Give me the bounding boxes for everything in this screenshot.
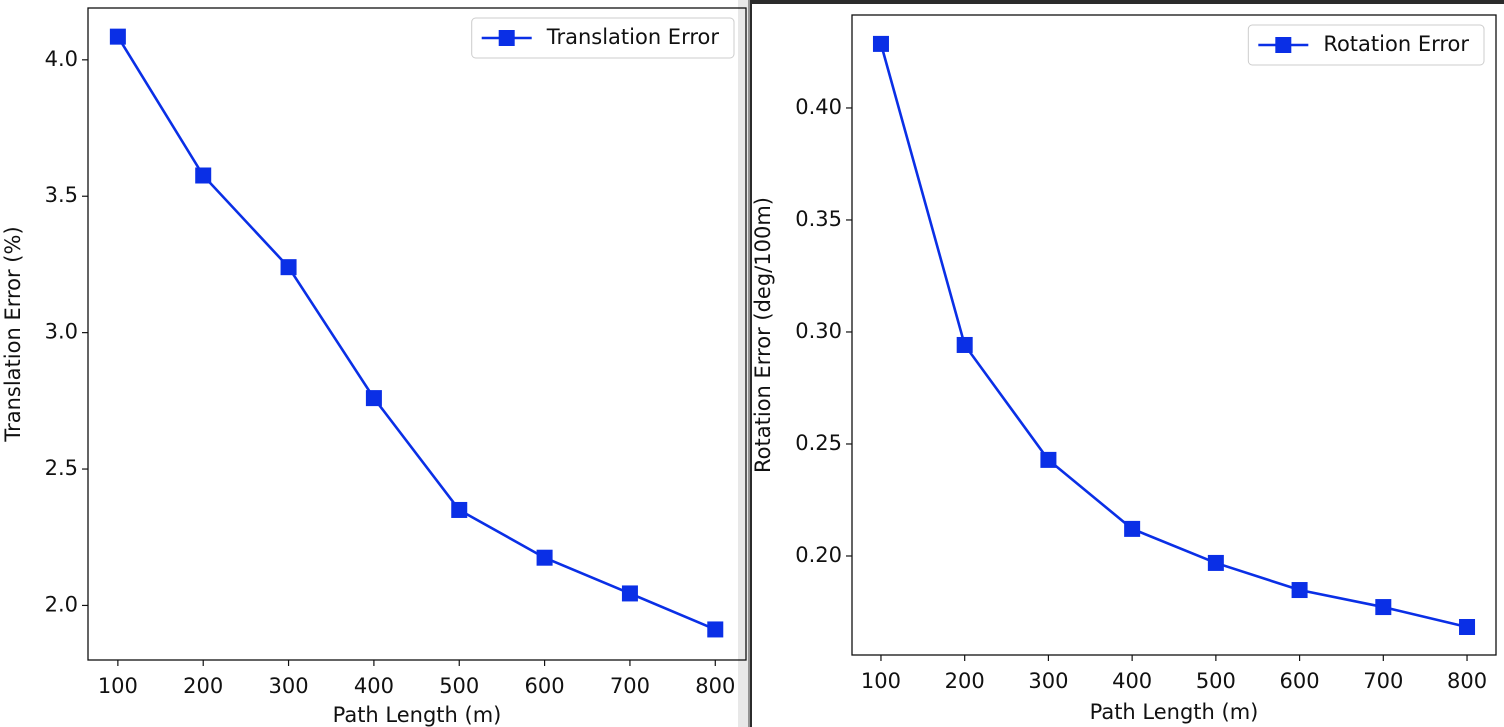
marker bbox=[1459, 618, 1476, 635]
marker bbox=[1207, 554, 1224, 571]
y-axis-label: Rotation Error (deg/100m) bbox=[751, 197, 775, 473]
marker bbox=[707, 621, 724, 638]
plot: 100 200 300 400 500 600 700 800 0.20 0.25 0.30 0.35… bbox=[751, 14, 1497, 724]
legend: Translation Error bbox=[471, 17, 735, 59]
plot-frame bbox=[851, 14, 1497, 656]
marker bbox=[109, 28, 126, 45]
window-shadow bbox=[738, 0, 750, 727]
x-tick-label: 800 bbox=[1447, 669, 1487, 693]
legend-label: Rotation Error bbox=[1323, 32, 1469, 56]
marker bbox=[365, 390, 382, 407]
y-tick-label: 0.30 bbox=[795, 319, 842, 343]
marker bbox=[280, 259, 297, 276]
x-tick-label: 200 bbox=[183, 674, 223, 698]
x-axis-label: Path Length (m) bbox=[1090, 700, 1259, 724]
y-tick-label: 0.20 bbox=[795, 543, 842, 567]
x-tick-label: 300 bbox=[1028, 669, 1068, 693]
marker bbox=[451, 501, 468, 518]
y-tick-label: 3.5 bbox=[45, 183, 78, 207]
x-tick-label: 100 bbox=[98, 674, 138, 698]
legend-marker bbox=[498, 30, 515, 46]
x-tick-label: 600 bbox=[525, 674, 565, 698]
plot: 100 200 300 400 500 600 700 800 2.0 2.5 3.0 3.5 4.0 P… bbox=[1, 7, 747, 727]
legend-marker bbox=[1275, 37, 1292, 53]
marker bbox=[1375, 599, 1392, 616]
x-tick-label: 700 bbox=[610, 674, 650, 698]
x-tick-label: 300 bbox=[269, 674, 309, 698]
marker bbox=[1124, 520, 1141, 537]
y-tick-label: 4.0 bbox=[45, 47, 78, 71]
x-tick-label: 400 bbox=[1112, 669, 1152, 693]
marker bbox=[195, 167, 212, 184]
marker bbox=[621, 585, 638, 602]
y-tick-label: 0.35 bbox=[795, 207, 842, 231]
marker bbox=[1040, 451, 1057, 468]
y-tick-label: 2.5 bbox=[45, 456, 78, 480]
x-tick-label: 100 bbox=[861, 669, 901, 693]
right-window bbox=[752, 4, 1504, 727]
marker bbox=[956, 336, 973, 353]
legend-box bbox=[471, 17, 735, 59]
series-line bbox=[116, 35, 716, 631]
y-tick-label: 3.0 bbox=[45, 320, 78, 344]
legend-box bbox=[1247, 24, 1485, 66]
y-tick-label: 0.40 bbox=[795, 95, 842, 119]
x-tick-label: 500 bbox=[1196, 669, 1236, 693]
marker bbox=[872, 35, 889, 52]
y-tick-label: 0.25 bbox=[795, 431, 842, 455]
x-tick-label: 200 bbox=[945, 669, 985, 693]
x-axis-label: Path Length (m) bbox=[333, 703, 502, 727]
marker bbox=[1291, 582, 1308, 599]
x-tick-label: 700 bbox=[1363, 669, 1403, 693]
series-line bbox=[879, 43, 1468, 629]
x-tick-label: 600 bbox=[1280, 669, 1320, 693]
legend: Rotation Error bbox=[1247, 24, 1485, 66]
y-tick-label: 2.0 bbox=[45, 592, 78, 616]
y-axis-label: Translation Error (%) bbox=[1, 226, 25, 442]
x-tick-label: 800 bbox=[695, 674, 735, 698]
x-tick-label: 400 bbox=[354, 674, 394, 698]
plot-frame bbox=[87, 7, 747, 661]
x-tick-label: 500 bbox=[439, 674, 479, 698]
legend-label: Translation Error bbox=[546, 25, 720, 49]
marker bbox=[536, 549, 553, 566]
